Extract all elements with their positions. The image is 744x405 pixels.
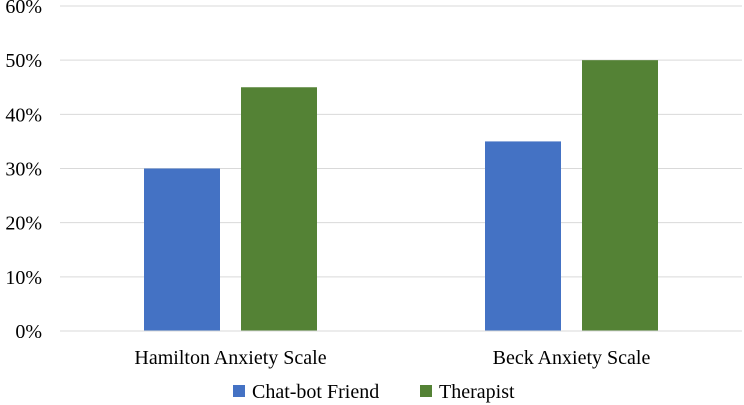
y-tick-label: 30% bbox=[5, 159, 42, 181]
x-category-label: Hamilton Anxiety Scale bbox=[134, 347, 326, 369]
bar-therapist-0 bbox=[241, 87, 317, 331]
y-tick-label: 20% bbox=[5, 213, 42, 235]
bars bbox=[144, 60, 658, 332]
x-axis: Hamilton Anxiety Scale Beck Anxiety Scale bbox=[60, 330, 742, 369]
y-tick-label: 0% bbox=[15, 321, 42, 343]
legend: Chat-bot Friend Therapist bbox=[233, 381, 515, 403]
y-axis: 0% 10% 20% 30% 40% 50% 60% bbox=[5, 0, 42, 343]
legend-swatch bbox=[233, 385, 245, 397]
legend-label: Chat-bot Friend bbox=[252, 381, 379, 403]
y-tick-label: 50% bbox=[5, 50, 42, 72]
x-category-label: Beck Anxiety Scale bbox=[493, 347, 651, 369]
legend-swatch bbox=[420, 385, 432, 397]
bar-therapist-1 bbox=[582, 60, 658, 332]
legend-label: Therapist bbox=[439, 381, 515, 403]
bar-chat-bot-friend-0 bbox=[144, 168, 220, 331]
y-tick-label: 60% bbox=[5, 0, 42, 18]
bar-chat-bot-friend-1 bbox=[485, 141, 561, 331]
y-tick-label: 10% bbox=[5, 267, 42, 289]
y-tick-label: 40% bbox=[5, 104, 42, 126]
